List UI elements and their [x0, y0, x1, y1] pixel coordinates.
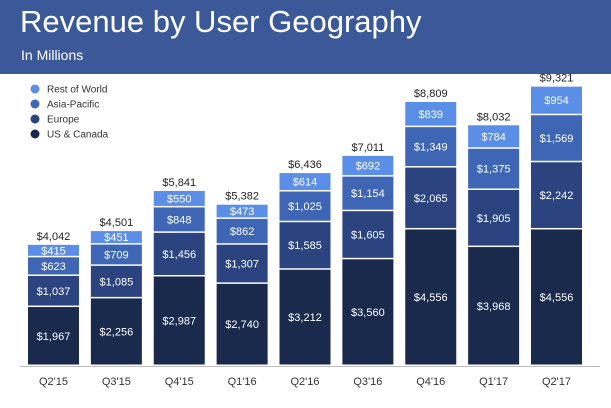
- total-label: $4,042: [37, 231, 71, 243]
- data-label-us-canada: $1,967: [37, 331, 71, 343]
- total-label: $9,321: [540, 73, 574, 85]
- data-label-asia-pacific: $862: [230, 226, 254, 238]
- data-label-asia-pacific: $848: [167, 214, 191, 226]
- data-label-us-canada: $3,560: [351, 307, 385, 319]
- data-label-us-canada: $2,740: [225, 319, 259, 331]
- data-label-us-canada: $3,968: [477, 301, 511, 313]
- data-label-rest-of-world: $550: [167, 193, 191, 205]
- legend-marker-asia-pacific: [31, 100, 40, 109]
- legend-marker-us-canada: [31, 130, 40, 139]
- data-label-us-canada: $3,212: [288, 312, 322, 324]
- data-label-rest-of-world: $954: [544, 95, 568, 107]
- data-label-europe: $1,037: [37, 286, 71, 298]
- x-tick-label: Q3'16: [353, 376, 382, 388]
- x-tick-label: Q4'15: [165, 376, 194, 388]
- data-label-europe: $1,905: [477, 213, 511, 225]
- total-label: $8,809: [414, 88, 448, 100]
- x-tick-label: Q2'16: [290, 376, 319, 388]
- data-label-rest-of-world: $451: [104, 232, 128, 244]
- data-label-asia-pacific: $623: [41, 261, 65, 273]
- total-label: $8,032: [477, 111, 511, 123]
- data-label-europe: $1,085: [100, 276, 134, 288]
- legend-marker-europe: [31, 115, 40, 124]
- data-label-rest-of-world: $415: [41, 245, 65, 257]
- data-label-europe: $2,065: [414, 193, 448, 205]
- chart-page: Revenue by User Geography In Millions $1…: [0, 0, 611, 408]
- total-label: $5,382: [225, 191, 259, 203]
- legend-label-asia-pacific: Asia-Pacific: [47, 100, 99, 111]
- total-label: $4,501: [100, 217, 134, 229]
- data-label-europe: $1,456: [162, 249, 196, 261]
- total-label: $6,436: [288, 159, 322, 171]
- total-label: $7,011: [351, 142, 384, 154]
- data-label-europe: $2,242: [540, 190, 574, 202]
- data-label-rest-of-world: $614: [293, 177, 317, 189]
- data-label-asia-pacific: $709: [104, 249, 128, 261]
- data-label-asia-pacific: $1,569: [540, 133, 574, 145]
- legend-label-rest-of-world: Rest of World: [47, 85, 107, 96]
- data-label-asia-pacific: $1,375: [477, 164, 511, 176]
- x-tick-label: Q3'15: [102, 376, 131, 388]
- data-label-rest-of-world: $784: [481, 131, 505, 143]
- data-label-rest-of-world: $839: [419, 109, 443, 121]
- data-label-europe: $1,605: [351, 230, 385, 242]
- data-label-rest-of-world: $692: [356, 160, 380, 172]
- data-label-us-canada: $4,556: [414, 292, 448, 304]
- data-label-asia-pacific: $1,154: [351, 188, 385, 200]
- legend-marker-rest-of-world: [31, 85, 40, 94]
- x-tick-label: Q4'16: [416, 376, 445, 388]
- x-tick-label: Q1'16: [228, 376, 257, 388]
- data-label-us-canada: $2,987: [162, 315, 196, 327]
- x-tick-label: Q2'15: [39, 376, 68, 388]
- legend-label-europe: Europe: [47, 115, 80, 126]
- data-label-rest-of-world: $473: [230, 206, 254, 218]
- x-tick-label: Q2'17: [542, 376, 571, 388]
- data-label-us-canada: $4,556: [540, 292, 574, 304]
- stacked-bar-chart: $1,967 $1,037 $623 $415 $4,042 Q2'15 $2,256 $1,…: [0, 0, 611, 408]
- data-label-asia-pacific: $1,025: [288, 201, 322, 213]
- x-tick-label: Q1'17: [479, 376, 508, 388]
- data-label-asia-pacific: $1,349: [414, 142, 448, 154]
- total-label: $5,841: [162, 177, 196, 189]
- data-label-europe: $1,307: [225, 259, 259, 271]
- data-label-us-canada: $2,256: [100, 326, 134, 338]
- legend-label-us-canada: US & Canada: [47, 130, 109, 141]
- data-label-europe: $1,585: [288, 240, 322, 252]
